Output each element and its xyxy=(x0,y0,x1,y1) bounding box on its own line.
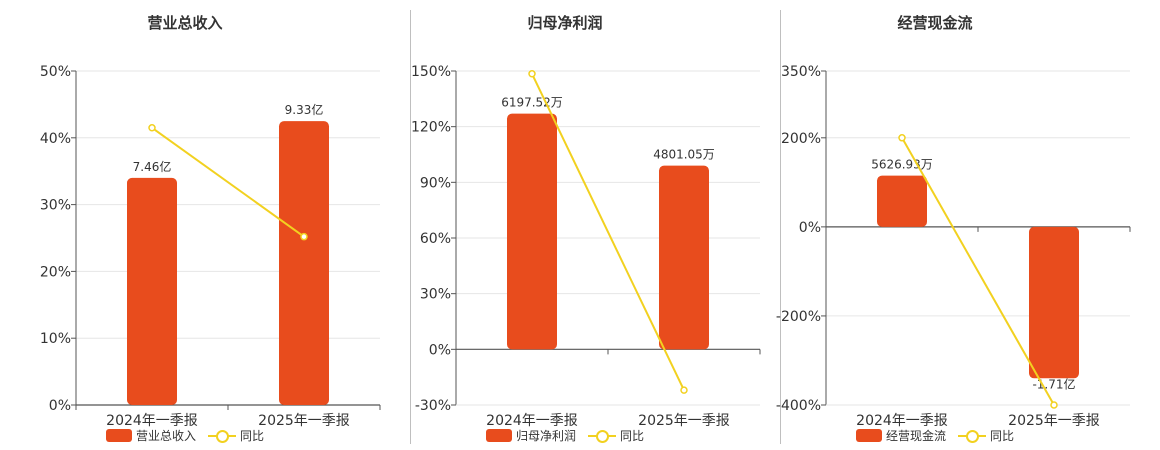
y-tick-label: 40% xyxy=(40,131,71,147)
chart-panel-operating-cash-flow: 经营现金流 -400% -200% 0% 200% 350% 5626.93万 -1.71亿… xyxy=(750,0,1131,450)
legend-bar-swatch xyxy=(105,429,132,442)
bar xyxy=(877,175,927,227)
bar-data-label: 4801.05万 xyxy=(653,148,715,162)
yoy-point xyxy=(300,232,308,241)
yoy-point xyxy=(1050,401,1058,409)
legend-item-bar[interactable]: 经营现金流 xyxy=(855,427,946,444)
legend-line-label: 同比 xyxy=(240,429,265,443)
y-tick-label: 0% xyxy=(799,220,821,236)
legend-line-label: 同比 xyxy=(990,429,1015,443)
bar xyxy=(279,121,329,405)
y-tick-label: 50% xyxy=(40,64,71,80)
y-tick-label: 30% xyxy=(40,198,71,214)
legend-item-bar[interactable]: 归母净利润 xyxy=(485,427,576,444)
legend-line-swatch xyxy=(208,429,236,443)
yoy-line xyxy=(901,137,1055,406)
y-tick-label: 150% xyxy=(411,64,451,80)
y-tick-label: -400% xyxy=(776,398,821,414)
chart-title: 归母净利润 xyxy=(527,14,603,32)
legend-bar-swatch xyxy=(855,429,882,442)
chart-title: 营业总收入 xyxy=(147,14,223,32)
bar-data-label: 7.46亿 xyxy=(133,159,172,174)
panel-divider xyxy=(410,10,411,444)
yoy-point xyxy=(680,386,688,394)
legend-bar-swatch xyxy=(485,429,512,442)
legend-item-line[interactable]: 同比 xyxy=(588,427,644,444)
yoy-point xyxy=(528,70,536,78)
chart-legend: 经营现金流 同比 xyxy=(750,427,1120,444)
legend-line-swatch xyxy=(958,429,986,443)
legend-line-label: 同比 xyxy=(620,429,645,443)
bar-data-label: 5626.93万 xyxy=(871,158,933,172)
x-tick-label: 2025年一季报 xyxy=(638,413,730,429)
y-tick-label: -200% xyxy=(776,309,821,325)
yoy-point xyxy=(148,124,156,132)
y-tick-label: 120% xyxy=(411,120,451,136)
chart-plot: -400%-200%0%200%350%5626.93万-1.71亿2024年一… xyxy=(776,64,1131,429)
yoy-line xyxy=(151,126,305,238)
bar xyxy=(659,165,709,350)
y-tick-label: 10% xyxy=(40,331,71,347)
chart-panel-revenue: 营业总收入 0% 10% 20% 30% 40% 50% 7.46亿 9.33亿 2024年一季… xyxy=(0,0,381,450)
y-tick-label: 350% xyxy=(781,64,821,80)
x-tick-label: 2025年一季报 xyxy=(258,413,350,429)
x-tick-label: 2024年一季报 xyxy=(486,413,578,429)
legend-bar-label: 经营现金流 xyxy=(885,429,946,443)
y-tick-label: 0% xyxy=(429,342,451,358)
bar xyxy=(1029,226,1079,379)
y-tick-label: 20% xyxy=(40,264,71,280)
yoy-line xyxy=(531,73,685,391)
legend-line-swatch xyxy=(588,429,616,443)
legend-item-line[interactable]: 同比 xyxy=(958,427,1014,444)
chart-title: 经营现金流 xyxy=(897,14,973,32)
legend-item-line[interactable]: 同比 xyxy=(208,427,264,444)
x-tick-label: 2024年一季报 xyxy=(106,413,198,429)
y-tick-label: 200% xyxy=(781,131,821,147)
y-tick-label: 60% xyxy=(420,231,451,247)
chart-legend: 营业总收入 同比 xyxy=(0,427,370,444)
chart-panel-net-profit: 归母净利润 -30% 0% 30% 60% 90% 120% 150% 6197.52万 480… xyxy=(380,0,761,450)
y-tick-label: 0% xyxy=(49,398,71,414)
bar-data-label: 6197.52万 xyxy=(501,96,563,110)
legend-bar-label: 归母净利润 xyxy=(515,429,576,443)
legend-item-bar[interactable]: 营业总收入 xyxy=(105,427,196,444)
bar xyxy=(127,177,177,405)
panel-divider xyxy=(780,10,781,444)
chart-plot: -30% 0% 30% 60% 90% 120% 150% 6197.52万 4801.05万 2… xyxy=(411,64,761,429)
bar-data-label: 9.33亿 xyxy=(285,102,324,117)
x-tick-label: 2025年一季报 xyxy=(1008,413,1100,429)
chart-plot: 0% 10% 20% 30% 40% 50% 7.46亿 9.33亿 2024年一季报 2025年… xyxy=(40,64,381,429)
legend-bar-label: 营业总收入 xyxy=(135,429,196,443)
bar xyxy=(507,113,557,350)
x-tick-label: 2024年一季报 xyxy=(856,413,948,429)
y-tick-label: 90% xyxy=(420,175,451,191)
yoy-point xyxy=(898,134,906,142)
chart-legend: 归母净利润 同比 xyxy=(380,427,750,444)
y-tick-label: -30% xyxy=(415,398,451,414)
y-tick-label: 30% xyxy=(420,287,451,303)
